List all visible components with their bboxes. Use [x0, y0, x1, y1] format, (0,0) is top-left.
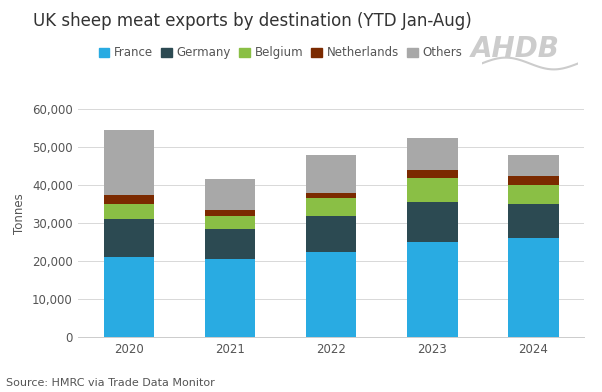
Y-axis label: Tonnes: Tonnes [13, 193, 26, 234]
Bar [508, 176, 559, 185]
Bar [205, 216, 255, 229]
Bar [104, 195, 154, 204]
Bar [407, 170, 458, 178]
Bar [306, 155, 356, 193]
Text: UK sheep meat exports by destination (YTD Jan-Aug): UK sheep meat exports by destination (YT… [34, 12, 472, 30]
Bar [205, 259, 255, 337]
Bar [407, 202, 458, 242]
Bar [205, 210, 255, 216]
Bar [407, 178, 458, 202]
Bar [508, 238, 559, 337]
Bar [205, 180, 255, 210]
Bar [407, 242, 458, 337]
Bar [104, 257, 154, 337]
Bar [306, 193, 356, 198]
Text: Source: HMRC via Trade Data Monitor: Source: HMRC via Trade Data Monitor [6, 378, 215, 388]
Legend: France, Germany, Belgium, Netherlands, Others: France, Germany, Belgium, Netherlands, O… [94, 42, 467, 64]
Bar [205, 229, 255, 259]
Bar [306, 252, 356, 337]
Bar [508, 204, 559, 238]
Bar [104, 204, 154, 220]
Bar [306, 198, 356, 216]
Bar [104, 220, 154, 257]
Bar [306, 216, 356, 252]
Bar [407, 138, 458, 170]
Bar [508, 155, 559, 176]
Bar [104, 130, 154, 195]
Text: AHDB: AHDB [471, 35, 560, 63]
Bar [508, 185, 559, 204]
